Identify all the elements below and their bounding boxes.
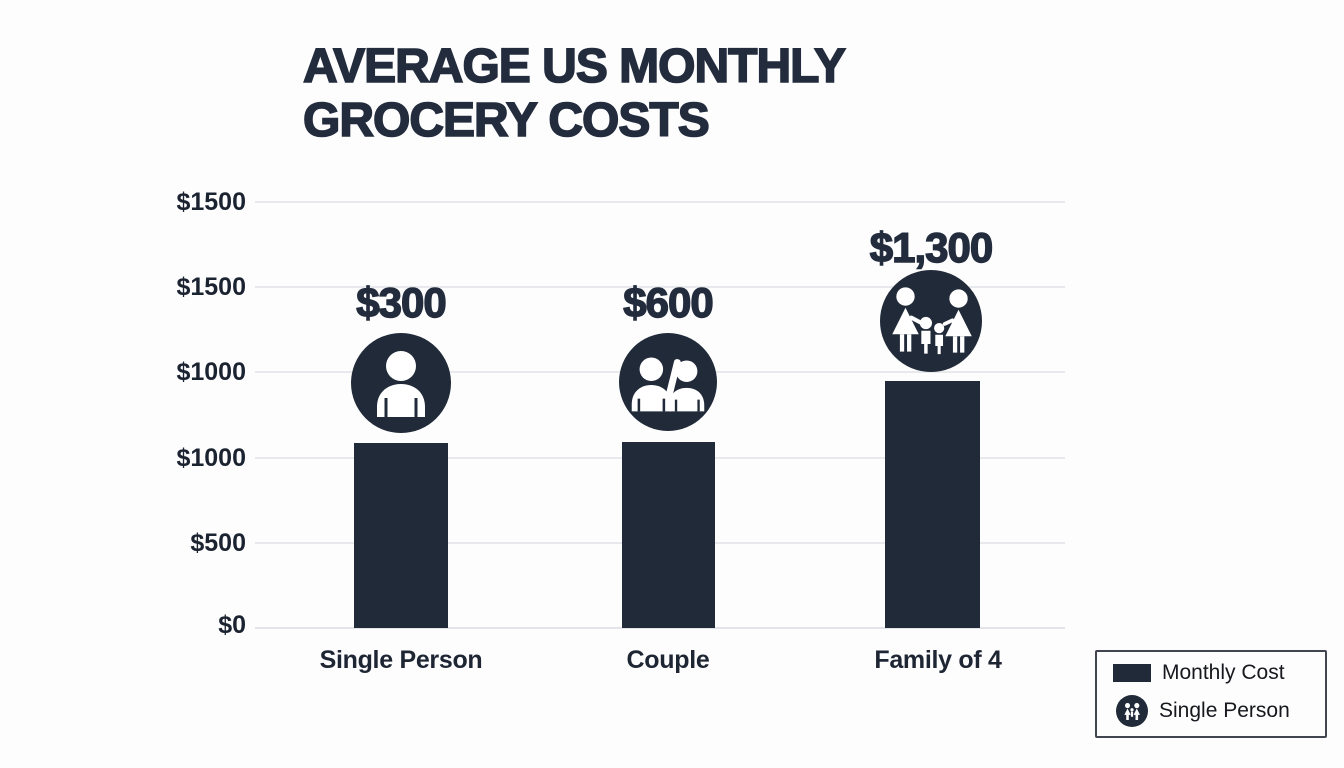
- y-tick-label: $0: [218, 611, 246, 639]
- bar-family-of-4: [885, 381, 980, 628]
- family-of-four-icon: [880, 270, 982, 372]
- legend-item-single-person: Single Person: [1113, 694, 1325, 727]
- gridline: [255, 201, 1065, 203]
- bar-single-person: [354, 443, 448, 628]
- y-tick-label: $1000: [176, 358, 246, 386]
- value-label-family-of-4: $1,300: [869, 223, 994, 271]
- x-label-single-person: Single Person: [319, 646, 483, 674]
- chart-title-line2: GROCERY COSTS: [302, 93, 710, 148]
- legend-item-monthly-cost: Monthly Cost: [1113, 661, 1325, 685]
- couple-icon: [619, 333, 717, 431]
- chart-title: AVERAGE US MONTHLY GROCERY COSTS: [302, 39, 847, 148]
- legend-label: Single Person: [1159, 698, 1290, 722]
- legend: Monthly Cost Single Person: [1095, 650, 1327, 738]
- bar-swatch-icon: [1113, 664, 1151, 683]
- bar-couple: [622, 442, 715, 628]
- single-person-icon: [351, 333, 451, 433]
- value-label-single-person: $300: [356, 278, 448, 326]
- chart-title-line1: AVERAGE US MONTHLY: [302, 39, 847, 94]
- value-label-couple: $600: [623, 278, 715, 326]
- x-label-family-of-4: Family of 4: [874, 646, 1002, 674]
- legend-label: Monthly Cost: [1162, 661, 1285, 685]
- y-tick-label: $1000: [176, 444, 246, 472]
- y-tick-label: $1500: [176, 188, 246, 216]
- gridline: [255, 286, 1065, 288]
- y-tick-label: $500: [190, 529, 246, 557]
- x-axis-line: [255, 627, 1065, 629]
- family-circle-icon: [1116, 694, 1148, 727]
- x-label-couple: Couple: [626, 646, 710, 674]
- y-tick-label: $1500: [176, 273, 246, 301]
